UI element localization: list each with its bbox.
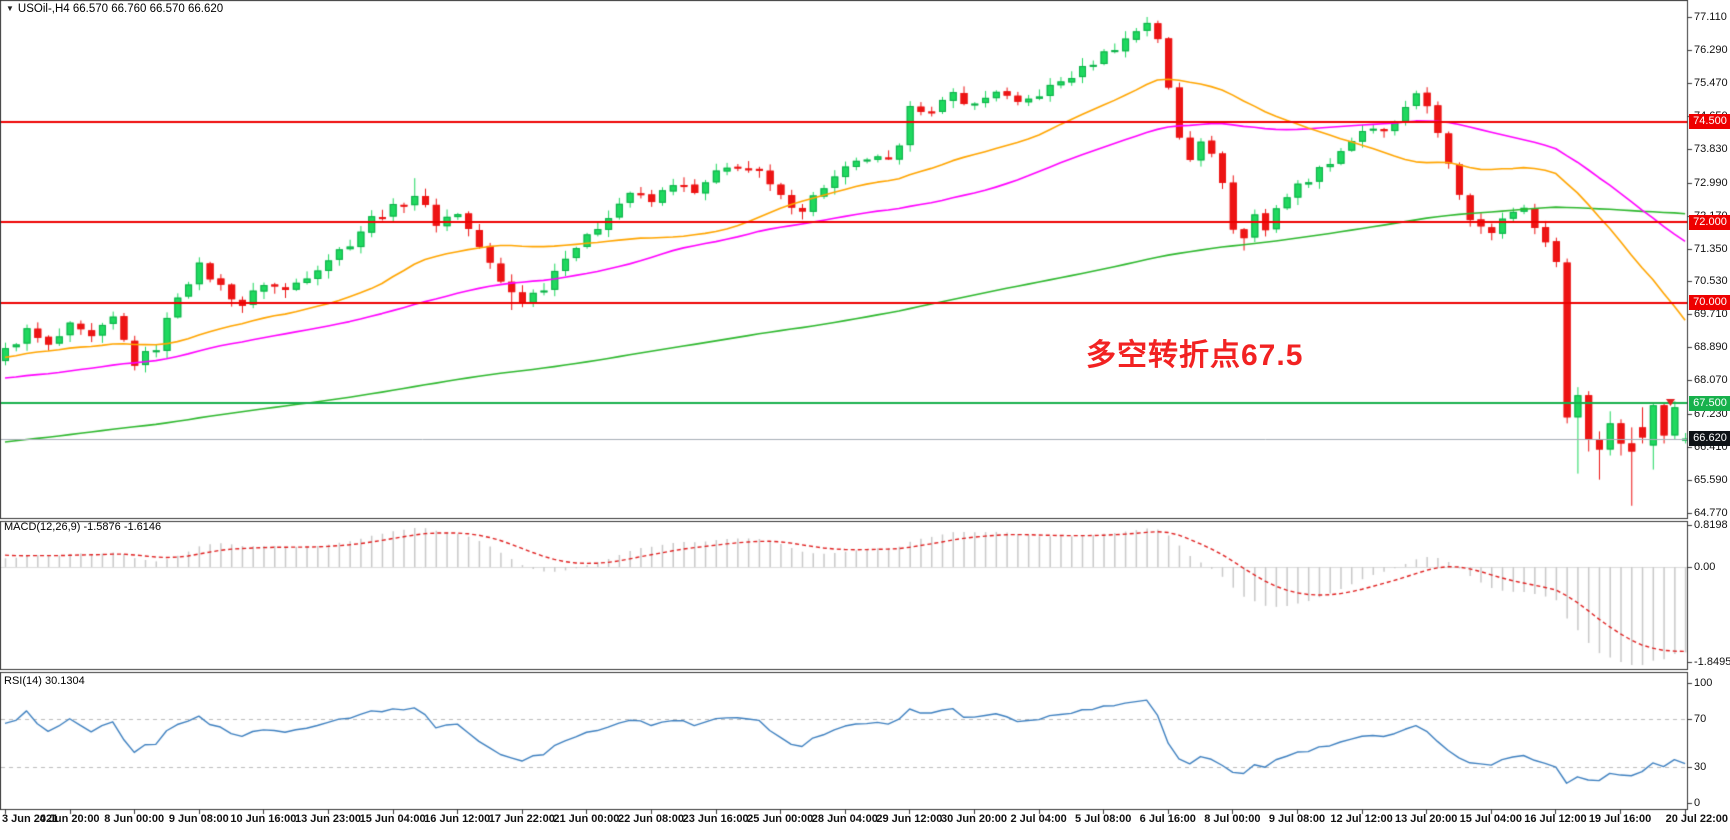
time-axis-label: 25 Jun 00:00 <box>747 813 814 825</box>
time-axis-label: 21 Jun 00:00 <box>553 813 620 825</box>
price-axis-tick: 69.710 <box>1694 308 1728 321</box>
symbol-ohlc-text: USOil-,H4 66.570 66.760 66.570 66.620 <box>17 3 224 15</box>
time-axis-label: 23 Jun 16:00 <box>682 813 749 825</box>
time-axis-label: 22 Jun 08:00 <box>617 813 685 825</box>
macd-axis-tick: 0.8198 <box>1694 519 1728 532</box>
price-level-box: 66.620 <box>1689 431 1730 447</box>
price-axis-tick: 67.230 <box>1694 408 1728 421</box>
time-axis-label: 16 Jun 12:00 <box>424 813 491 825</box>
rsi-indicator-label: RSI(14) 30.1304 <box>4 675 85 687</box>
price-level-box: 72.000 <box>1689 214 1730 230</box>
price-axis-tick: 76.290 <box>1694 43 1728 56</box>
price-axis-tick: 68.890 <box>1694 341 1728 354</box>
time-axis-label: 13 Jun 23:00 <box>294 813 362 825</box>
price-axis-tick: 73.830 <box>1694 142 1728 155</box>
time-axis-label: 9 Jul 08:00 <box>1268 813 1326 825</box>
price-level-box: 67.500 <box>1689 395 1730 411</box>
chart-annotation: 多空转折点67.5 <box>1086 339 1304 372</box>
time-axis-label: 3 Jun 2021 <box>2 813 59 825</box>
price-axis-tick: 77.110 <box>1694 11 1727 23</box>
time-axis-label: 29 Jun 12:00 <box>876 813 943 825</box>
time-axis-label: 30 Jun 20:00 <box>940 813 1008 825</box>
rsi-axis-tick: 70 <box>1694 713 1707 725</box>
time-axis-label: 4 Jun 20:00 <box>39 813 100 825</box>
time-axis-label: 5 Jul 08:00 <box>1075 813 1132 825</box>
time-axis-label: 28 Jun 04:00 <box>811 813 878 825</box>
symbol-info: ▼ USOil-,H4 66.570 66.760 66.570 66.620 <box>6 3 223 15</box>
time-axis-label: 16 Jul 12:00 <box>1524 813 1587 825</box>
time-axis-label: 15 Jun 04:00 <box>359 813 426 825</box>
time-axis-label: 10 Jun 16:00 <box>230 813 297 825</box>
price-axis-tick: 72.990 <box>1694 176 1728 189</box>
time-axis-label: 9 Jun 08:00 <box>168 813 229 825</box>
time-axis-label: 6 Jul 16:00 <box>1139 813 1196 825</box>
price-axis-tick: 70.530 <box>1694 275 1728 288</box>
price-level-box: 70.000 <box>1689 295 1730 311</box>
time-axis-label: 15 Jul 04:00 <box>1459 813 1522 825</box>
macd-axis-tick: -1.8495 <box>1694 655 1730 668</box>
macd-indicator-label: MACD(12,26,9) -1.5876 -1.6146 <box>4 521 162 533</box>
rsi-axis-tick: 100 <box>1694 677 1713 689</box>
macd-axis-tick: 0.00 <box>1694 561 1716 573</box>
time-axis-label: 19 Jul 16:00 <box>1588 813 1652 825</box>
time-axis-label: 2 Jul 04:00 <box>1010 813 1067 825</box>
time-axis-label: 13 Jul 20:00 <box>1395 813 1458 825</box>
price-axis-tick: 64.770 <box>1694 506 1728 519</box>
time-axis-label: 8 Jun 00:00 <box>104 813 165 825</box>
rsi-axis-tick: 30 <box>1694 761 1707 773</box>
time-axis-label: 8 Jul 00:00 <box>1204 813 1261 825</box>
rsi-axis-tick: 0 <box>1694 797 1701 809</box>
time-axis-label: 20 Jul 22:00 <box>1665 813 1728 825</box>
price-level-box: 74.500 <box>1689 114 1730 130</box>
dropdown-arrow-icon[interactable]: ▼ <box>6 4 14 13</box>
time-axis-label: 17 Jun 22:00 <box>488 813 555 825</box>
price-axis-tick: 75.470 <box>1694 76 1728 89</box>
price-axis-tick: 71.350 <box>1694 242 1728 255</box>
price-axis-tick: 68.070 <box>1694 374 1728 387</box>
time-axis-label: 12 Jul 12:00 <box>1330 813 1393 825</box>
price-axis-tick: 65.590 <box>1694 474 1728 487</box>
